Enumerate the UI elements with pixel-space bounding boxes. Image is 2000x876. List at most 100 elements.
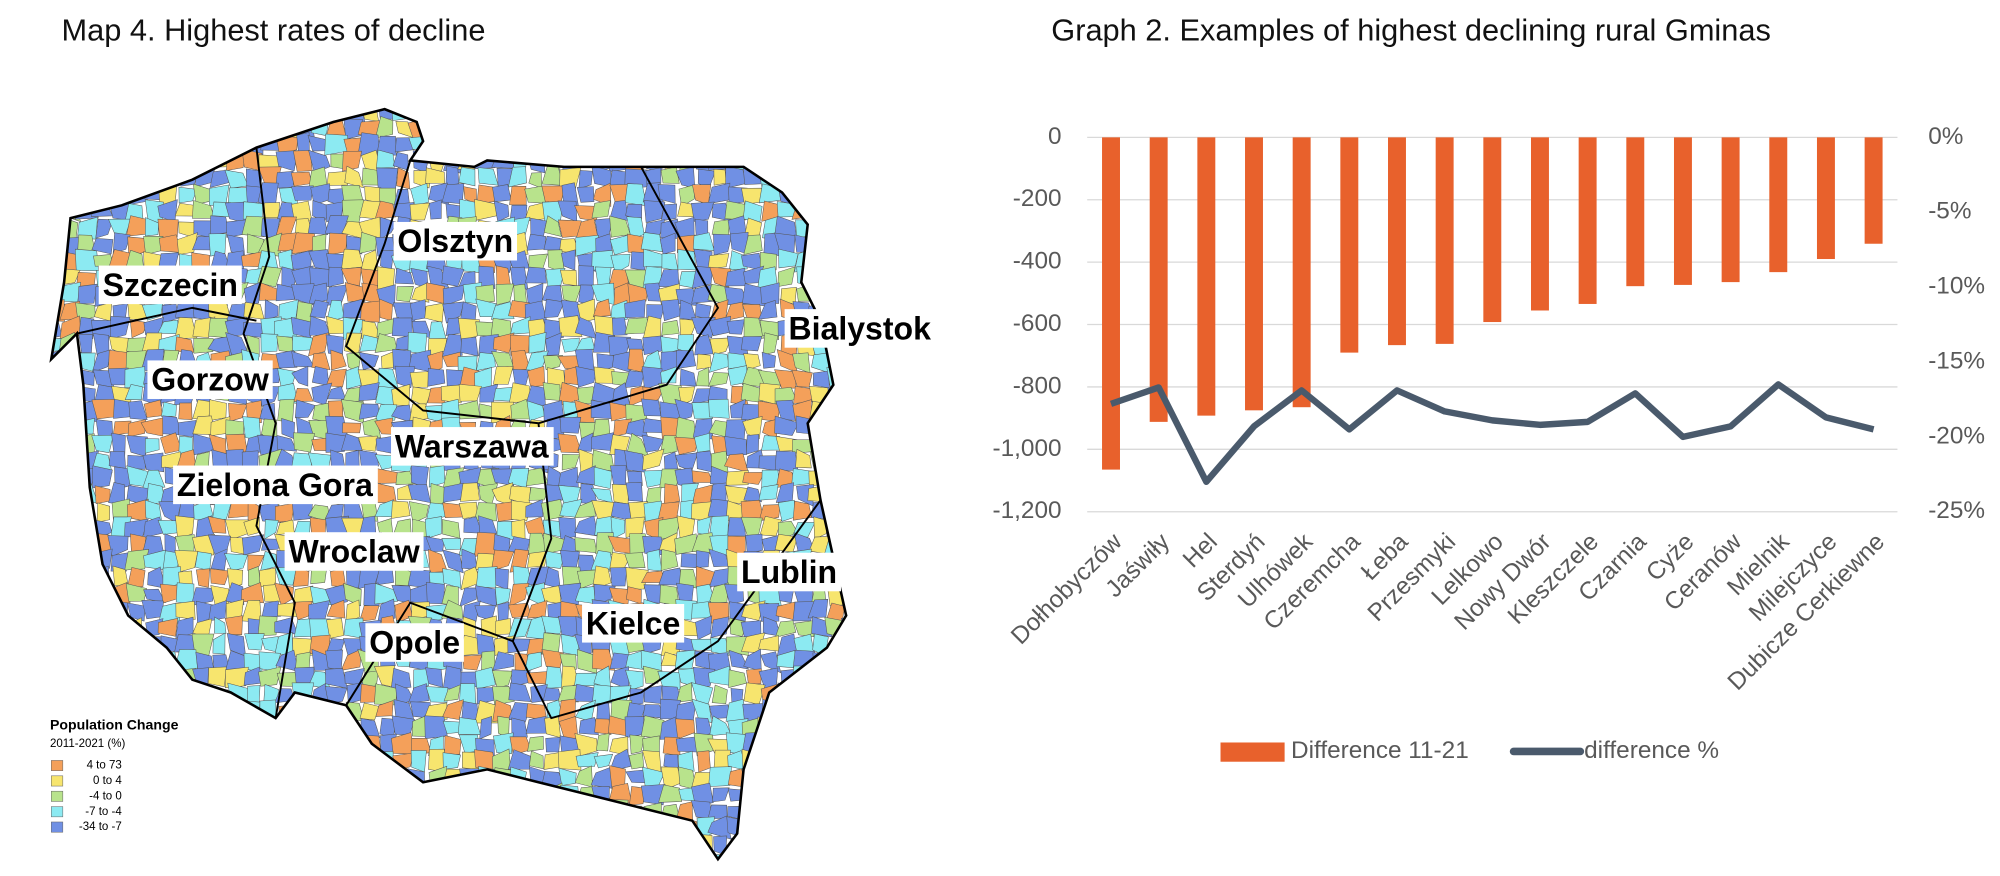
map-cell <box>678 136 697 152</box>
map-cell <box>778 837 796 854</box>
map-cell <box>393 866 415 876</box>
map-cell <box>107 833 132 853</box>
map-cell <box>110 182 127 206</box>
map-cell <box>274 502 296 523</box>
map-cell <box>441 538 462 550</box>
map-cell <box>775 735 796 757</box>
map-cell <box>758 118 779 136</box>
map-cell <box>247 685 261 704</box>
map-cell <box>560 550 580 569</box>
map-cell <box>528 172 543 189</box>
map-cell <box>326 836 346 855</box>
map-cell <box>228 119 249 135</box>
map-cell <box>225 749 249 767</box>
map-cell <box>78 316 95 340</box>
map-cell <box>210 548 228 571</box>
map-cell <box>576 186 595 203</box>
map-cell <box>796 150 815 172</box>
map-cell <box>526 832 545 856</box>
map-cell <box>758 799 779 820</box>
map-cell <box>51 499 66 523</box>
legend-label: -4 to 0 <box>89 790 122 802</box>
map-cell <box>141 749 161 772</box>
country-outline <box>49 107 848 862</box>
map-cell <box>728 137 745 156</box>
map-cell <box>109 635 129 656</box>
map-cell <box>441 136 466 157</box>
city-label-bg <box>393 221 518 261</box>
map-cell <box>611 109 632 122</box>
map-cell <box>277 249 294 271</box>
map-cell <box>508 702 532 723</box>
map-cell <box>58 867 82 876</box>
map-cell <box>610 516 626 540</box>
map-cell <box>826 165 846 188</box>
map-cell <box>661 131 680 154</box>
map-cell <box>175 616 194 639</box>
map-cell <box>195 568 211 588</box>
map-cell <box>477 167 499 186</box>
map-cell <box>158 153 180 173</box>
map-cell <box>777 266 796 287</box>
map-cell <box>793 184 816 205</box>
map-cell <box>590 831 615 857</box>
map-cell <box>460 336 479 357</box>
map-cell <box>827 399 846 424</box>
map-cell <box>61 109 80 122</box>
map-cell <box>792 522 816 538</box>
bar <box>1340 137 1359 353</box>
map-cell <box>126 651 148 670</box>
map-cell <box>809 703 827 721</box>
city-label: Szczecin <box>103 267 238 303</box>
map-cell <box>343 583 362 607</box>
map-cell <box>707 253 730 270</box>
map-cell <box>224 201 247 224</box>
map-cell <box>746 434 760 455</box>
map-cell <box>159 816 182 837</box>
map-cell <box>174 767 196 788</box>
map-cell <box>424 132 447 156</box>
map-cell <box>478 786 498 806</box>
map-cell <box>524 801 548 819</box>
map-cell <box>758 183 781 204</box>
map-cell <box>92 671 116 688</box>
map-cell <box>713 109 732 122</box>
map-cell <box>674 835 698 857</box>
map-cell <box>207 516 227 534</box>
map-cell <box>680 553 699 568</box>
map-cell <box>126 567 146 588</box>
map-cell <box>481 650 496 671</box>
map-cell <box>811 116 829 134</box>
map-cell <box>209 868 228 876</box>
map-cell <box>507 618 532 639</box>
map-cell <box>825 269 846 286</box>
map-cell <box>144 783 165 807</box>
map-cell <box>627 283 649 305</box>
map-cell <box>712 787 730 803</box>
map-cell <box>643 200 666 223</box>
map-cell <box>51 599 66 622</box>
map-cell <box>225 815 244 838</box>
map-cell <box>575 752 599 768</box>
map-cell <box>608 866 632 876</box>
map-cell <box>594 515 613 536</box>
y2-tick-label: -20% <box>1928 422 1985 449</box>
map-cell <box>140 417 166 437</box>
map-cell <box>328 716 344 740</box>
map-cell <box>262 799 279 822</box>
map-cell <box>458 317 480 341</box>
map-cell <box>142 167 162 189</box>
map-cell <box>309 299 329 319</box>
map-cell <box>424 715 448 739</box>
map-cell <box>77 283 98 305</box>
map-cell <box>660 336 681 356</box>
map-cell <box>74 532 99 553</box>
map-cell <box>808 849 833 860</box>
map-cell <box>629 834 647 856</box>
map-cell <box>844 187 847 206</box>
map-cell <box>440 384 463 404</box>
map-cell <box>140 149 162 174</box>
map-cell <box>92 602 116 623</box>
map-cell <box>624 370 645 389</box>
map-cell <box>795 448 812 469</box>
